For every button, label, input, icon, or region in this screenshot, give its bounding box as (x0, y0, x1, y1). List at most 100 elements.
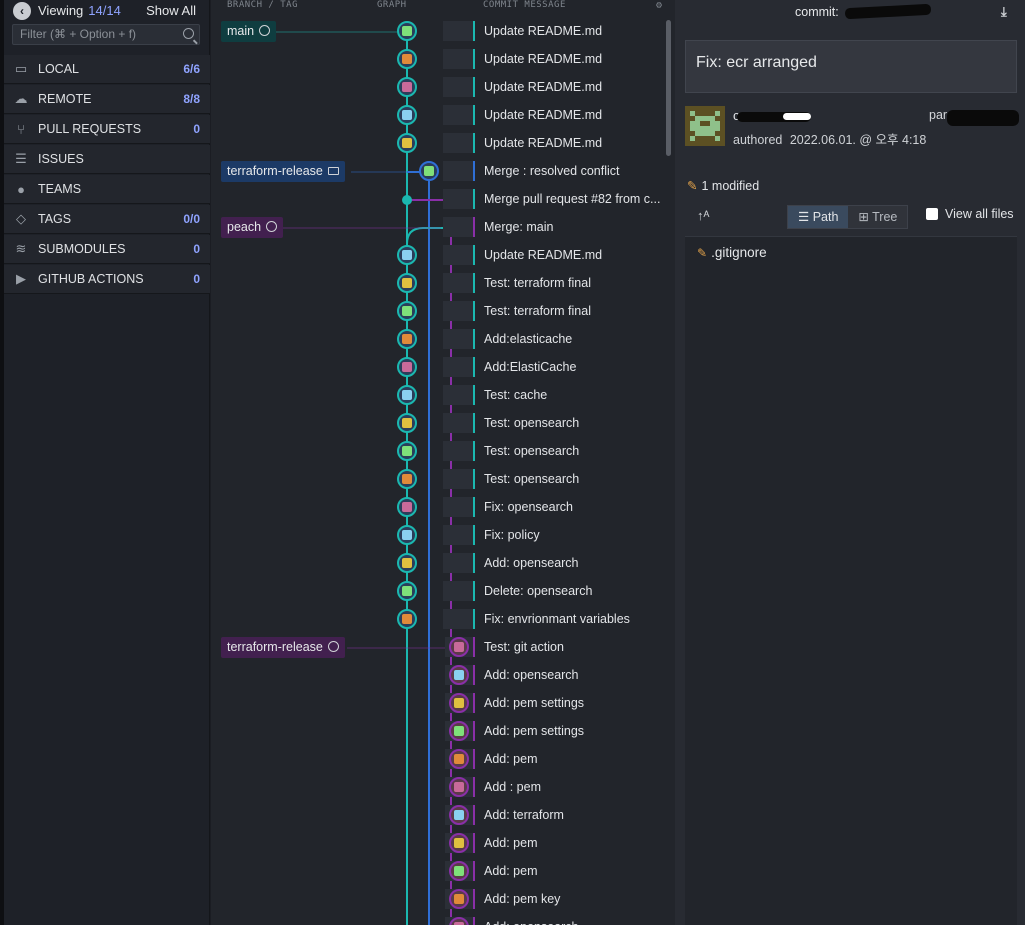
commit-node-avatar[interactable] (397, 469, 417, 489)
commit-node-avatar[interactable] (397, 413, 417, 433)
sidebar-item-local[interactable]: ▭ LOCAL 6/6 (4, 55, 210, 84)
commit-row[interactable]: Fix: policy (211, 521, 675, 549)
identicon (402, 110, 412, 120)
commit-node-avatar[interactable] (449, 889, 469, 909)
commit-row[interactable]: Add: opensearch (211, 549, 675, 577)
sidebar-item-tags[interactable]: ◇ TAGS 0/0 (4, 205, 210, 234)
commit-row[interactable]: Update README.md (211, 45, 675, 73)
commit-row[interactable]: Add: pem (211, 857, 675, 885)
commit-row[interactable]: Fix: opensearch (211, 493, 675, 521)
commit-message: Add : pem (484, 780, 541, 794)
branch-ref-peach[interactable]: peach (221, 217, 284, 238)
branch-ref-terraform-release-remote[interactable]: terraform-release (221, 637, 345, 658)
commit-row[interactable]: Add:elasticache (211, 325, 675, 353)
identicon (454, 754, 464, 764)
commit-node-avatar[interactable] (397, 105, 417, 125)
view-all-files-toggle[interactable]: View all files (926, 207, 1014, 221)
graph-header[interactable]: GRAPH (377, 0, 407, 10)
commit-row[interactable]: Update README.md (211, 73, 675, 101)
commit-row[interactable]: Add: opensearch (211, 661, 675, 689)
commit-message: Add: pem settings (484, 696, 585, 710)
commit-row[interactable]: Test: opensearch (211, 409, 675, 437)
graph-scrollbar[interactable] (666, 20, 671, 156)
commit-node-avatar[interactable] (449, 777, 469, 797)
commit-row[interactable]: Update README.md (211, 101, 675, 129)
commit-row[interactable]: Add: terraform (211, 801, 675, 829)
commit-row[interactable]: Merge pull request #82 from c... (211, 185, 675, 213)
commit-node-avatar[interactable] (397, 385, 417, 405)
download-icon[interactable]: ⤓ (1001, 4, 1007, 19)
commit-node-avatar[interactable] (397, 357, 417, 377)
commit-node-avatar[interactable] (397, 273, 417, 293)
commit-node-avatar[interactable] (449, 721, 469, 741)
commit-row[interactable]: Fix: envrionmant variables (211, 605, 675, 633)
commit-row[interactable]: Test: opensearch (211, 465, 675, 493)
commit-node-avatar[interactable] (419, 161, 439, 181)
commit-row[interactable]: Add: opensearch (211, 913, 675, 925)
commit-row[interactable]: Update README.md (211, 241, 675, 269)
collapse-arrow-icon[interactable]: ‹ (13, 1, 31, 20)
commit-node-avatar[interactable] (397, 245, 417, 265)
commit-node-avatar[interactable] (449, 805, 469, 825)
branch-tag-header[interactable]: BRANCH / TAG (227, 0, 299, 10)
commit-row[interactable]: Test: terraform final (211, 297, 675, 325)
commit-node-avatar[interactable] (449, 637, 469, 657)
commit-node-avatar[interactable] (397, 77, 417, 97)
commit-node-avatar[interactable] (449, 833, 469, 853)
commit-row[interactable]: Test: git action (211, 633, 675, 661)
commit-row[interactable]: Delete: opensearch (211, 577, 675, 605)
sidebar-item-issues[interactable]: ☰ ISSUES (4, 145, 210, 174)
commit-node-avatar[interactable] (397, 553, 417, 573)
sidebar-item-pull-requests[interactable]: ⑂ PULL REQUESTS 0 (4, 115, 210, 144)
branch-ref-main[interactable]: main (221, 21, 277, 42)
row-highlight (443, 525, 473, 545)
commit-row[interactable]: Merge : resolved conflict (211, 157, 675, 185)
sort-icon[interactable]: ↑ᴬ (697, 208, 710, 223)
show-all-button[interactable]: Show All (146, 3, 196, 18)
commit-row[interactable]: Add: pem settings (211, 689, 675, 717)
row-highlight (443, 301, 473, 321)
commit-node-avatar[interactable] (449, 665, 469, 685)
commit-row[interactable]: Add: pem key (211, 885, 675, 913)
commit-message: Test: cache (484, 388, 548, 402)
commit-node-avatar[interactable] (397, 329, 417, 349)
commit-node-avatar[interactable] (397, 301, 417, 321)
commit-node-avatar[interactable] (397, 525, 417, 545)
commit-node-avatar[interactable] (397, 609, 417, 629)
commit-row[interactable]: Add : pem (211, 773, 675, 801)
commit-row[interactable]: Add: pem (211, 829, 675, 857)
commit-node-avatar[interactable] (449, 693, 469, 713)
commit-row[interactable]: Update README.md (211, 17, 675, 45)
commit-row[interactable]: Add:ElastiCache (211, 353, 675, 381)
commit-node-avatar[interactable] (449, 749, 469, 769)
commit-node-avatar[interactable] (397, 497, 417, 517)
commit-row[interactable]: Update README.md (211, 129, 675, 157)
commit-row[interactable]: Test: cache (211, 381, 675, 409)
tree-view-button[interactable]: ⊞ Tree (848, 206, 908, 228)
commit-message-header[interactable]: COMMIT MESSAGE (483, 0, 566, 10)
sidebar-item-teams[interactable]: ● TEAMS (4, 175, 210, 204)
commit-node-avatar[interactable] (449, 861, 469, 881)
sidebar-item-submodules[interactable]: ≋ SUBMODULES 0 (4, 235, 210, 264)
sidebar-item-remote[interactable]: ☁ REMOTE 8/8 (4, 85, 210, 114)
commit-row[interactable]: Merge: main (211, 213, 675, 241)
identicon (454, 698, 464, 708)
branch-ref-terraform-release-local[interactable]: terraform-release (221, 161, 345, 182)
filter-input[interactable]: Filter (⌘ + Option + f) (12, 24, 200, 45)
sidebar-item-github-actions[interactable]: ▶ GITHUB ACTIONS 0 (4, 265, 210, 294)
view-all-checkbox[interactable] (926, 208, 938, 220)
commit-node-avatar[interactable] (397, 441, 417, 461)
commit-node-avatar[interactable] (397, 21, 417, 41)
path-view-button[interactable]: ☰ Path (788, 206, 849, 228)
commit-node-avatar[interactable] (397, 133, 417, 153)
commit-row[interactable]: Add: pem (211, 745, 675, 773)
commit-row[interactable]: Test: terraform final (211, 269, 675, 297)
commit-row[interactable]: Add: pem settings (211, 717, 675, 745)
file-row[interactable]: ✎ .gitignore (697, 245, 767, 260)
settings-gear-icon[interactable]: ⚙ (656, 0, 663, 11)
commit-node-avatar[interactable] (397, 581, 417, 601)
commit-summary[interactable]: Fix: ecr arranged (685, 40, 1017, 93)
commit-row[interactable]: Test: opensearch (211, 437, 675, 465)
sidebar-item-count: 0 (193, 272, 200, 286)
commit-node-avatar[interactable] (397, 49, 417, 69)
